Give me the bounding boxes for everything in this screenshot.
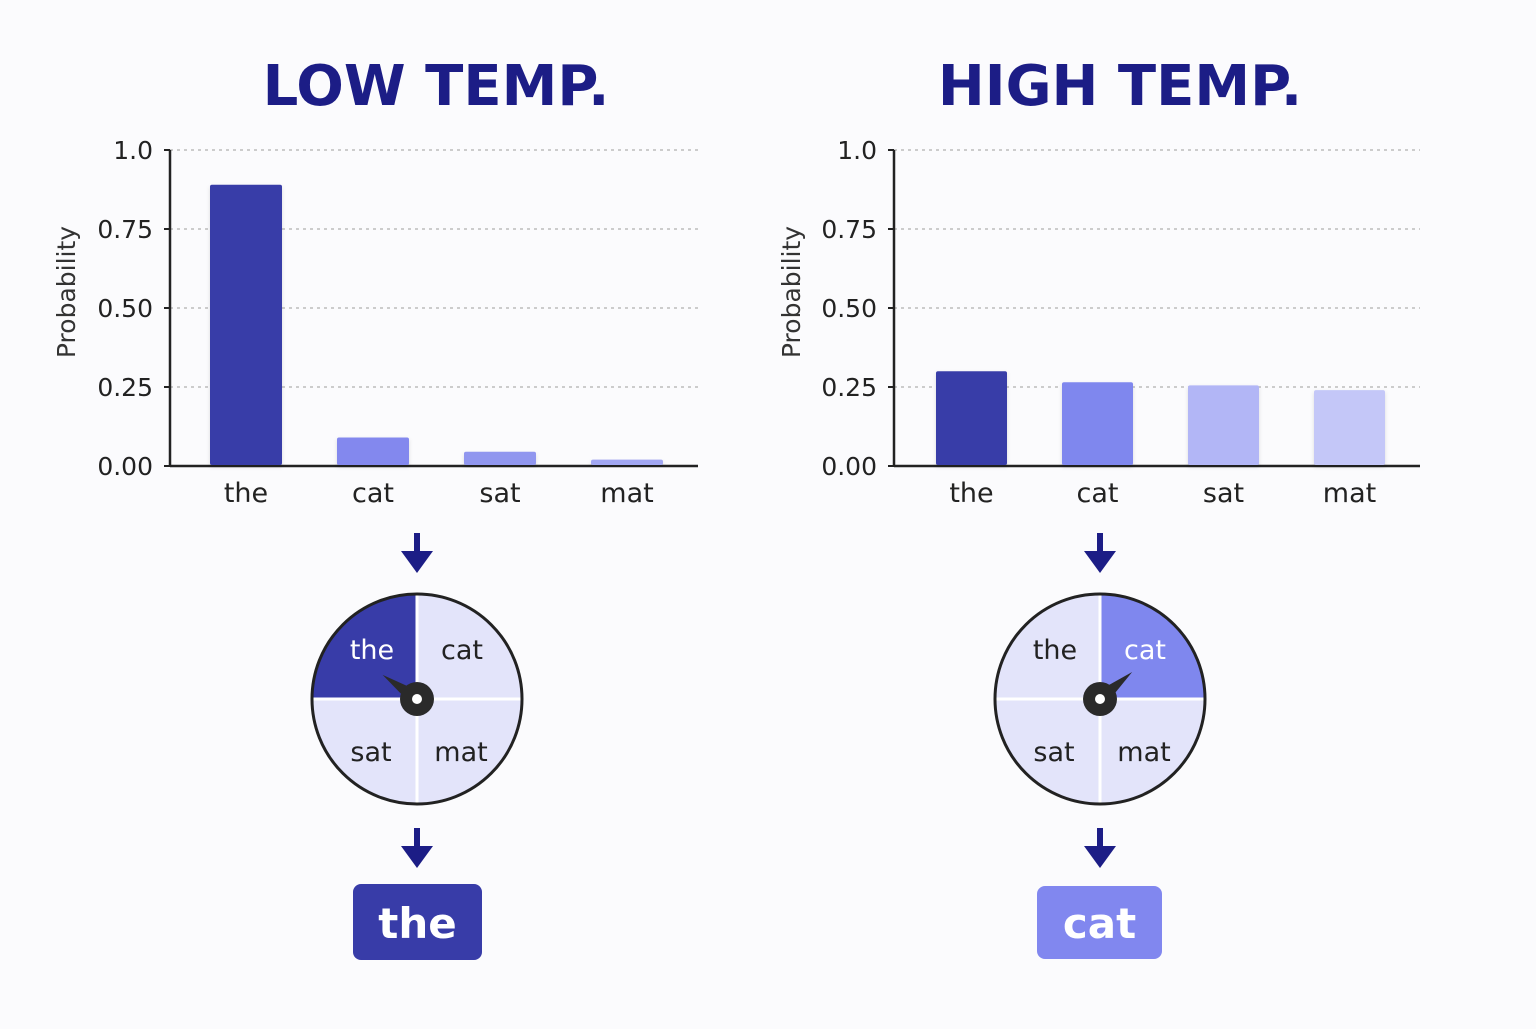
chart-title: LOW TEMP. (263, 54, 610, 119)
needle-pin (412, 694, 422, 704)
bar-sat (1188, 385, 1259, 465)
result-box-background (353, 884, 482, 960)
x-tick-label: mat (1323, 478, 1376, 509)
spinner-needle-icon (1083, 672, 1133, 716)
bar-cat (337, 437, 409, 465)
spinner-wheel: the cat sat mat (310, 592, 524, 806)
bar-the (210, 184, 282, 465)
x-tick-label: sat (1203, 478, 1244, 509)
wheel-label-sat: sat (350, 737, 391, 768)
y-axis-label: Probability (52, 226, 81, 358)
x-tick-label: cat (352, 478, 394, 509)
result-box-background (1037, 886, 1162, 959)
y-tick-label: 0.25 (821, 373, 877, 402)
chart-title: HIGH TEMP. (938, 54, 1302, 119)
wheel-label-the: the (1033, 635, 1077, 666)
wheel-label-cat: cat (1124, 635, 1166, 666)
arrow-shaft (1097, 533, 1103, 555)
down-arrow-icon (1084, 533, 1116, 573)
y-axis-label: Probability (777, 226, 806, 358)
wheel-segment-the (312, 594, 417, 699)
wheel-segment-mat (1100, 699, 1205, 804)
plot-area: 0.00 0.25 0.50 0.75 1.0 the cat sat mat (821, 136, 1420, 509)
y-tick-label: 0.50 (97, 294, 153, 323)
y-tick-label: 0.75 (821, 215, 877, 244)
bar-sat (464, 451, 536, 465)
arrow-head (1084, 846, 1116, 868)
result-box: cat (1037, 886, 1162, 959)
wheel-label-sat: sat (1033, 737, 1074, 768)
x-tick-label: mat (600, 478, 653, 509)
wheel-segment-mat (417, 699, 522, 804)
arrow-shaft (414, 533, 420, 555)
y-tick-label: 0.00 (821, 452, 877, 481)
panel-low-temp: LOW TEMP. Probability 0.00 0.25 0.50 0.75 1.… (52, 54, 698, 960)
x-tick-label: the (224, 478, 268, 509)
wheel-segment-cat (1100, 594, 1205, 699)
down-arrow-icon (1084, 828, 1116, 868)
wheel-segment-sat (312, 699, 417, 804)
result-token: the (378, 899, 456, 948)
y-tick-label: 1.0 (837, 136, 877, 165)
wheel-label-the: the (350, 635, 394, 666)
result-token: cat (1063, 899, 1136, 948)
wheel-segment-the (995, 594, 1100, 699)
x-tick-label: cat (1077, 478, 1119, 509)
arrow-head (1084, 551, 1116, 573)
x-tick-label: the (949, 478, 993, 509)
wheel-label-mat: mat (1117, 737, 1170, 768)
y-tick-label: 0.00 (97, 452, 153, 481)
arrow-shaft (1097, 828, 1103, 850)
x-tick-label: sat (479, 478, 520, 509)
wheel-label-cat: cat (441, 635, 483, 666)
panel-high-temp: HIGH TEMP. Probability 0.00 0.25 0.50 0.75 1… (777, 54, 1420, 959)
wheel-rim (310, 592, 524, 806)
arrow-head (401, 551, 433, 573)
spinner-wheel: the cat sat mat (993, 592, 1207, 806)
down-arrow-icon (401, 533, 433, 573)
arrow-shaft (414, 828, 420, 850)
y-tick-label: 0.75 (97, 215, 153, 244)
y-tick-label: 1.0 (113, 136, 153, 165)
plot-area: 0.00 0.25 0.50 0.75 1.0 the cat sat mat (97, 136, 698, 509)
wheel-label-mat: mat (434, 737, 487, 768)
down-arrow-icon (401, 828, 433, 868)
arrow-head (401, 846, 433, 868)
y-tick-label: 0.50 (821, 294, 877, 323)
wheel-segment-cat (417, 594, 522, 699)
wheel-rim (993, 592, 1207, 806)
bar-the (936, 371, 1007, 465)
needle-pin (1095, 694, 1105, 704)
result-box: the (353, 884, 482, 960)
y-tick-label: 0.25 (97, 373, 153, 402)
bar-cat (1062, 382, 1133, 465)
spinner-needle-icon (382, 674, 434, 716)
bar-mat (1314, 390, 1385, 465)
bar-mat (591, 459, 663, 465)
wheel-segment-sat (995, 699, 1100, 804)
